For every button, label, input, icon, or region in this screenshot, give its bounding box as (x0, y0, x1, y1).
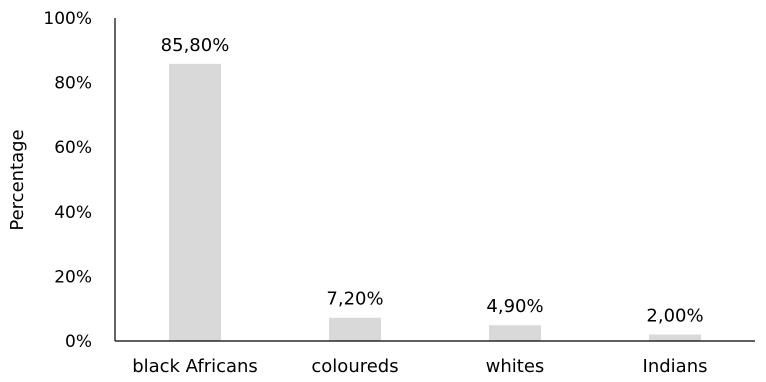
bar (489, 325, 541, 341)
data-label: 85,80% (161, 35, 230, 56)
bar (169, 63, 221, 342)
axes (114, 18, 755, 342)
y-tick-label: 100% (43, 9, 92, 29)
bars (169, 63, 701, 342)
category-label: black Africans (132, 356, 258, 377)
category-labels: black Africans coloureds whites Indians (132, 356, 707, 377)
bar (649, 334, 701, 341)
category-label: whites (486, 356, 545, 377)
y-tick-label: 40% (54, 203, 92, 223)
y-axis-title: Percentage (7, 129, 28, 230)
category-label: coloureds (311, 356, 398, 377)
category-label: Indians (643, 356, 708, 377)
data-label: 2,00% (646, 306, 703, 327)
y-tick-label: 20% (54, 267, 92, 287)
y-tick-label: 80% (54, 74, 92, 94)
y-tick-label: 60% (54, 138, 92, 158)
y-axis-ticks: 0% 20% 40% 60% 80% 100% (43, 9, 92, 352)
bar (329, 317, 381, 341)
data-label: 4,90% (486, 296, 543, 317)
data-label: 7,20% (326, 289, 383, 310)
data-labels: 85,80% 7,20% 4,90% 2,00% (161, 35, 704, 327)
y-tick-label: 0% (65, 332, 92, 352)
